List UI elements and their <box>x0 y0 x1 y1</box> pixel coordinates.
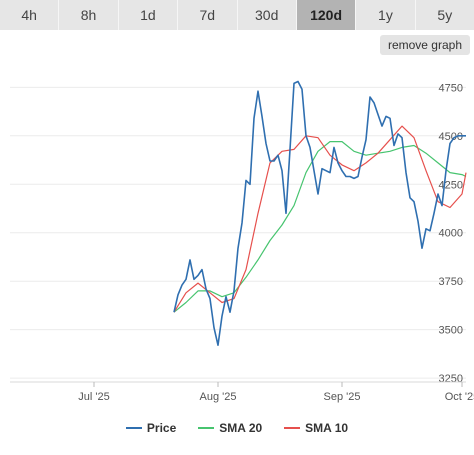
y-tick-label: 3750 <box>439 276 463 288</box>
legend-item-sma10[interactable]: SMA 10 <box>284 421 348 435</box>
legend-label-price: Price <box>146 421 177 435</box>
series-line-price <box>173 80 466 347</box>
x-tick-label: Aug '25 <box>200 391 237 403</box>
x-tick-label: Oct '25 <box>445 391 474 403</box>
remove-graph-button[interactable]: remove graph <box>379 35 470 55</box>
tab-8h[interactable]: 8h <box>59 0 119 30</box>
series-line-sma-10 <box>173 125 467 313</box>
tab-120d[interactable]: 120d <box>296 0 357 30</box>
legend-label-sma20: SMA 20 <box>219 421 263 435</box>
tab-1y[interactable]: 1y <box>356 0 416 30</box>
y-tick-label: 4250 <box>439 179 463 191</box>
x-tick-label: Sep '25 <box>324 391 361 403</box>
y-tick-label: 3250 <box>439 373 463 385</box>
legend-swatch-sma10 <box>284 427 301 429</box>
x-tick-label: Jul '25 <box>78 391 109 403</box>
price-chart: 3250 3500 3750 4000 4250 4500 4750 Jul '25 Aug '… <box>10 80 474 403</box>
series-line-sma-20 <box>173 140 467 313</box>
y-tick-label: 4750 <box>439 82 463 94</box>
legend-label-sma10: SMA 10 <box>305 421 349 435</box>
y-tick-label: 4500 <box>439 131 463 143</box>
legend-swatch-price <box>125 427 142 429</box>
legend-swatch-sma20 <box>198 427 215 429</box>
y-tick-label: 3500 <box>439 325 463 337</box>
tab-5y[interactable]: 5y <box>415 0 474 30</box>
tab-30d[interactable]: 30d <box>237 0 297 30</box>
legend-item-sma20[interactable]: SMA 20 <box>198 421 262 435</box>
legend-item-price[interactable]: Price <box>125 421 177 435</box>
tab-1d[interactable]: 1d <box>118 0 179 30</box>
timeframe-tabs: 4h 8h 1d 7d 30d 120d 1y 5y <box>0 0 474 30</box>
y-tick-label: 4000 <box>439 228 463 240</box>
chart-legend: Price SMA 20 SMA 10 <box>0 418 474 438</box>
tab-4h[interactable]: 4h <box>0 0 60 30</box>
tab-7d[interactable]: 7d <box>178 0 238 30</box>
